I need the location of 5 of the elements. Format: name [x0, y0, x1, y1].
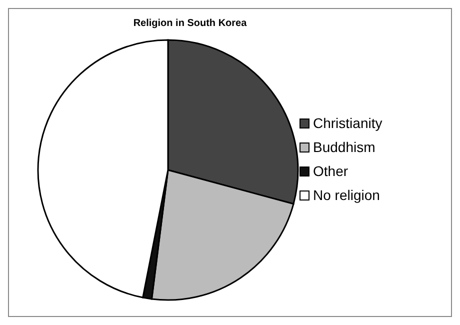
legend-label: Buddhism [313, 139, 376, 155]
legend-label: Christianity [313, 115, 382, 131]
chart-title: Religion in South Korea [133, 18, 248, 29]
legend-label: No religion [313, 187, 380, 203]
legend-label: Other [313, 163, 348, 179]
